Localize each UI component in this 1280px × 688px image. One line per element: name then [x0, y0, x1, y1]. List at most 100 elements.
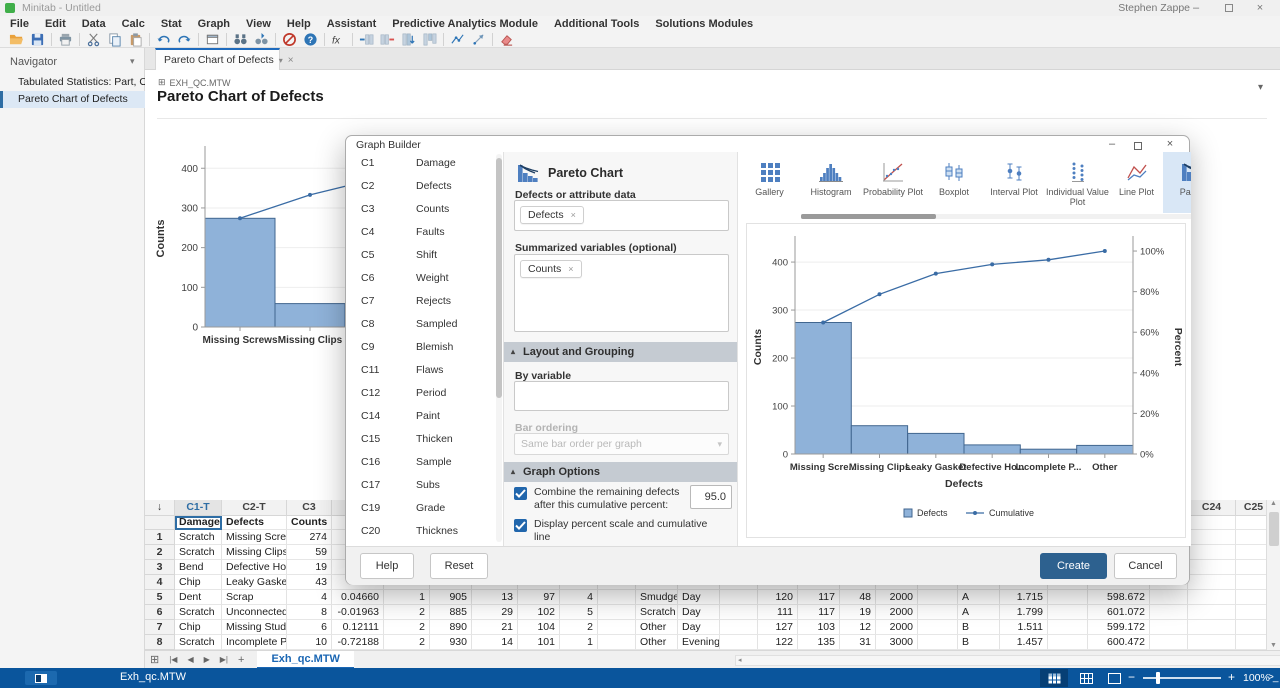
data-cell[interactable]: 1.457 [1000, 635, 1048, 650]
gallery-item-boxplot[interactable]: Boxplot [925, 152, 983, 213]
data-cell[interactable] [1048, 635, 1088, 650]
column-header[interactable]: C24 [1188, 500, 1236, 516]
data-cell[interactable]: Bend [175, 560, 222, 575]
data-cell[interactable] [1188, 605, 1236, 620]
data-cell[interactable]: 127 [758, 620, 798, 635]
menu-edit[interactable]: Edit [45, 18, 66, 30]
data-cell[interactable] [918, 605, 958, 620]
data-cell[interactable]: Scratch [636, 605, 678, 620]
data-cell[interactable]: Smudge [636, 590, 678, 605]
save-icon[interactable] [27, 31, 48, 47]
gallery-scrollbar[interactable] [801, 214, 1191, 219]
worksheet-list-icon[interactable]: ⊞ [145, 653, 164, 666]
data-cell[interactable]: 117 [798, 605, 840, 620]
section-graph-options[interactable]: ▴ Graph Options [504, 462, 737, 482]
defects-field[interactable]: Defects × [514, 200, 729, 231]
data-cell[interactable]: Day [678, 620, 720, 635]
data-cell[interactable] [720, 635, 758, 650]
window-restore-button[interactable] [1225, 4, 1233, 12]
data-cell[interactable] [1048, 605, 1088, 620]
column-header[interactable]: C2-T [222, 500, 287, 516]
data-cell[interactable]: 21 [472, 620, 518, 635]
data-cell[interactable]: 102 [518, 605, 560, 620]
data-cell[interactable]: 2 [560, 620, 598, 635]
gallery-item-individual-value-plot[interactable]: Individual Value Plot [1045, 152, 1110, 213]
data-cell[interactable]: 14 [472, 635, 518, 650]
zoom-out-icon[interactable]: − [1128, 670, 1135, 684]
data-cell[interactable]: 3000 [876, 635, 918, 650]
next-sheet-icon[interactable]: ▶ [199, 655, 215, 664]
data-cell[interactable] [1150, 620, 1188, 635]
data-cell[interactable] [1188, 575, 1236, 590]
data-cell[interactable] [1150, 635, 1188, 650]
data-cell[interactable]: 600.472 [1088, 635, 1150, 650]
data-cell[interactable]: -0.72188 [332, 635, 384, 650]
find-icon[interactable] [230, 31, 251, 47]
column-item-c4[interactable]: C4 Faults [346, 221, 503, 244]
data-cell[interactable]: 19 [840, 605, 876, 620]
menu-graph[interactable]: Graph [198, 18, 230, 30]
reset-button[interactable]: Reset [430, 553, 488, 579]
data-cell[interactable]: Missing Studs [222, 620, 287, 635]
scroll-up-icon[interactable]: ▲ [1270, 500, 1277, 507]
data-cell[interactable]: 274 [287, 530, 332, 545]
col-erase-icon[interactable] [377, 31, 398, 47]
data-cell[interactable]: 4 [560, 590, 598, 605]
worksheet-tab-exh-qc[interactable]: Exh_qc.MTW [257, 651, 353, 669]
data-cell[interactable]: Scrap [222, 590, 287, 605]
data-cell[interactable]: 905 [430, 590, 472, 605]
data-cell[interactable]: 48 [840, 590, 876, 605]
data-cell[interactable]: 2000 [876, 620, 918, 635]
column-item-c6[interactable]: C6 Weight [346, 267, 503, 290]
menu-calc[interactable]: Calc [122, 18, 145, 30]
column-item-c5[interactable]: C5 Shift [346, 244, 503, 267]
chip-remove-icon[interactable]: × [571, 210, 576, 220]
data-cell[interactable]: 885 [430, 605, 472, 620]
data-cell[interactable]: 2000 [876, 590, 918, 605]
zoom-slider[interactable] [1143, 677, 1221, 679]
data-cell[interactable] [918, 635, 958, 650]
data-cell[interactable]: Scratch [175, 530, 222, 545]
menu-additional-tools[interactable]: Additional Tools [554, 18, 639, 30]
variable-chip-defects[interactable]: Defects × [520, 206, 584, 224]
data-cell[interactable]: 2 [384, 620, 430, 635]
data-cell[interactable] [1236, 530, 1266, 545]
data-cell[interactable] [598, 605, 636, 620]
data-cell[interactable]: 1 [384, 590, 430, 605]
data-cell[interactable] [720, 605, 758, 620]
data-cell[interactable]: Other [636, 620, 678, 635]
zoom-in-icon[interactable]: + [1228, 670, 1235, 684]
data-cell[interactable]: 111 [758, 605, 798, 620]
data-cell[interactable]: Chip [175, 620, 222, 635]
data-cell[interactable]: Leaky Gasket [222, 575, 287, 590]
menu-view[interactable]: View [246, 18, 271, 30]
data-cell[interactable]: Incomplete Part [222, 635, 287, 650]
data-cell[interactable]: Other [636, 635, 678, 650]
data-cell[interactable]: 7 [145, 620, 175, 635]
data-cell[interactable] [1188, 530, 1236, 545]
column-item-c9[interactable]: C9 Blemish [346, 336, 503, 359]
column-item-c20[interactable]: C20 Thicknes [346, 520, 503, 543]
data-cell[interactable] [1150, 590, 1188, 605]
summarized-field[interactable]: Counts × [514, 254, 729, 332]
dialog-maximize-button[interactable] [1134, 142, 1142, 150]
data-cell[interactable] [598, 620, 636, 635]
data-cell[interactable]: 1 [560, 635, 598, 650]
find-next-icon[interactable] [251, 31, 272, 47]
percent-scale-checkbox[interactable] [514, 519, 527, 532]
blank-view-button[interactable] [1100, 669, 1128, 687]
section-layout-grouping[interactable]: ▴ Layout and Grouping [504, 342, 737, 362]
data-cell[interactable]: B [958, 620, 1000, 635]
data-cell[interactable]: 120 [758, 590, 798, 605]
data-cell[interactable] [1236, 560, 1266, 575]
data-cell[interactable] [1236, 620, 1266, 635]
redo-icon[interactable] [174, 31, 195, 47]
first-sheet-icon[interactable]: |◀ [164, 655, 182, 664]
data-cell[interactable]: 2 [384, 605, 430, 620]
data-cell[interactable]: 599.172 [1088, 620, 1150, 635]
data-cell[interactable]: Missing Screws [222, 530, 287, 545]
scroll-left-icon[interactable]: ◂ [738, 656, 742, 666]
paste-icon[interactable] [125, 31, 146, 47]
column-name-cell[interactable]: Damage [175, 516, 222, 530]
column-name-cell[interactable] [1236, 516, 1266, 530]
